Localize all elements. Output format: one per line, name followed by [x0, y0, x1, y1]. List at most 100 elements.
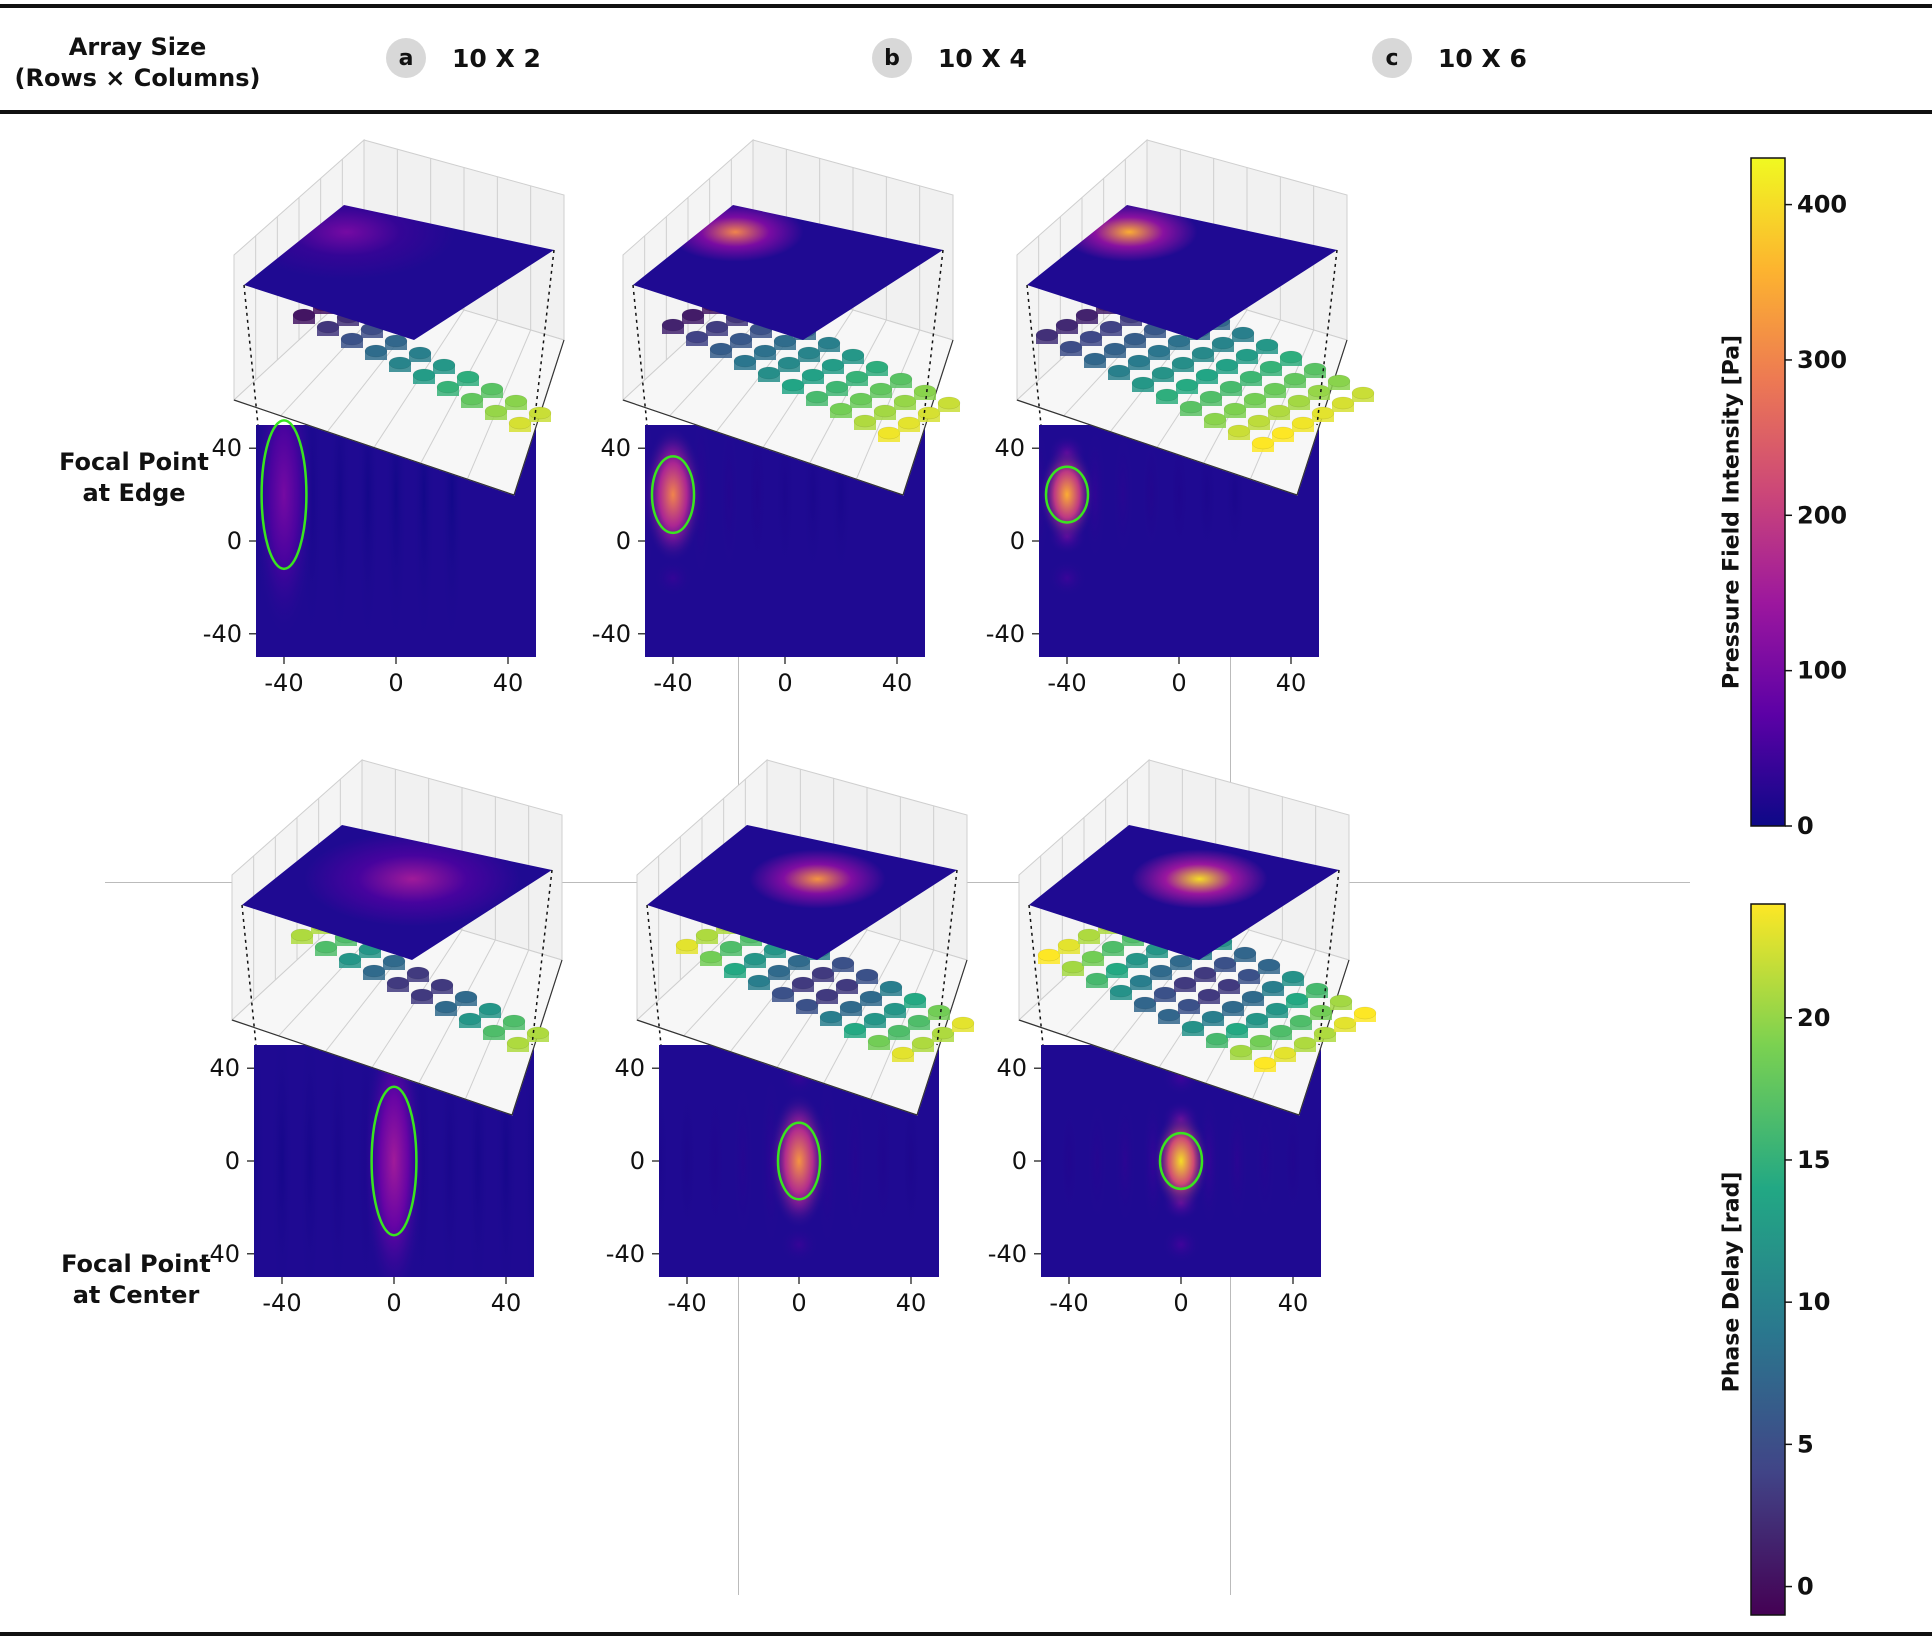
colorbar-1-tick-label: 0 — [1797, 1573, 1814, 1601]
transducer-element — [911, 1036, 935, 1050]
transducer-element — [1101, 940, 1125, 954]
transducer-element — [879, 980, 903, 994]
transducer-element — [456, 370, 480, 384]
transducer-element — [839, 1000, 863, 1014]
x-tick-label: 0 — [777, 669, 792, 697]
transducer-element — [1303, 362, 1327, 376]
transducer-element — [1293, 1036, 1317, 1050]
pressure-plane — [647, 825, 957, 960]
x-tick-label: -40 — [667, 1289, 706, 1317]
transducer-element — [1149, 964, 1173, 978]
projection-line-right — [531, 869, 553, 1046]
axes3d-gridline — [1251, 949, 1317, 1100]
side-lobe — [356, 425, 380, 657]
panel-badge-b: b — [872, 38, 912, 78]
transducer-element — [1059, 340, 1083, 354]
transducer-element — [364, 344, 388, 358]
transducer-element — [388, 356, 412, 370]
side-lobe-vertical — [1047, 559, 1087, 597]
transducer-array — [1037, 898, 1377, 1072]
transducer-element — [747, 974, 771, 988]
y-tick-label: -40 — [203, 620, 242, 648]
transducer-element — [1267, 404, 1291, 418]
transducer-element — [502, 1014, 526, 1028]
transducer-element — [767, 964, 791, 978]
transducer-element — [1305, 982, 1329, 996]
transducer-element — [733, 354, 757, 368]
transducer-element — [1081, 950, 1105, 964]
side-lobe — [1113, 1091, 1137, 1231]
pressure-plane — [242, 825, 552, 960]
focal-region-ellipse — [650, 455, 696, 535]
pressure-plane — [244, 205, 554, 340]
transducer-element — [1079, 330, 1103, 344]
transducer-element — [1247, 414, 1271, 428]
transducer-element — [931, 1026, 955, 1040]
transducer-element — [482, 1024, 506, 1038]
transducer-element — [869, 382, 893, 396]
axes3d-axis — [1016, 399, 1298, 496]
transducer-element — [1331, 396, 1355, 410]
transducer-element — [1199, 390, 1223, 404]
transducer-array — [675, 908, 975, 1062]
x-tick-label: 40 — [896, 1289, 927, 1317]
transducer-element — [1133, 996, 1157, 1010]
side-lobe — [189, 332, 211, 657]
transducer-element — [817, 336, 841, 350]
side-lobe — [522, 1045, 534, 1277]
side-lobe — [871, 1068, 895, 1254]
transducer-element — [338, 952, 362, 966]
transducer-element — [845, 370, 869, 384]
transducer-element — [1255, 338, 1279, 352]
projection-line-right — [936, 869, 958, 1046]
focal-region-ellipse — [370, 1085, 418, 1237]
axes3d-axis — [1018, 1019, 1300, 1116]
side-lobe — [298, 1045, 322, 1277]
transducer-element — [787, 954, 811, 968]
transducer-element — [1061, 960, 1085, 974]
transducer-element — [292, 308, 316, 322]
side-lobe — [1041, 1091, 1053, 1231]
focal-spot — [363, 1045, 425, 1277]
side-lobe — [438, 1045, 462, 1277]
x-tick-label: 0 — [1171, 669, 1186, 697]
transducer-element — [859, 990, 883, 1004]
transducer-element — [314, 940, 338, 954]
transducer-element — [436, 380, 460, 394]
transducer-element — [1109, 984, 1133, 998]
transducer-element — [1055, 318, 1079, 332]
side-lobe — [745, 425, 769, 588]
heatmap-panel-b-center: -40 0 40 40 0 -40 — [606, 758, 975, 1317]
projection-line-right — [922, 249, 944, 426]
heatmap-panel-a-edge: -40 0 40 40 0 -40 — [189, 138, 565, 697]
colorbar-0-tick-label: 0 — [1797, 812, 1814, 840]
transducer-element — [811, 966, 835, 980]
transducer-element — [1261, 980, 1285, 994]
y-tick-label: 40 — [614, 1054, 645, 1082]
transducer-element — [1217, 978, 1241, 992]
transducer-element — [484, 404, 508, 418]
row-label-edge-line2: at Edge — [82, 479, 186, 507]
transducer-element — [362, 964, 386, 978]
side-lobe — [328, 425, 352, 657]
transducer-element — [801, 368, 825, 382]
transducer-element — [825, 380, 849, 394]
panel-label-a: a 10 X 2 — [386, 38, 541, 78]
transducer-element — [460, 392, 484, 406]
side-lobe — [1338, 1091, 1360, 1230]
transducer-element — [791, 976, 815, 990]
transducer-element — [1211, 336, 1235, 350]
transducer-element — [1151, 366, 1175, 380]
side-lobe — [1167, 425, 1191, 565]
transducer-element — [480, 382, 504, 396]
transducer-element — [795, 998, 819, 1012]
transducer-element — [815, 988, 839, 1002]
axes3d-gridline — [464, 949, 530, 1100]
transducer-element — [821, 358, 845, 372]
transducer-element — [1307, 384, 1331, 398]
transducer-element — [1329, 994, 1353, 1008]
y-tick-label: 40 — [994, 434, 1025, 462]
transducer-element — [1313, 1026, 1337, 1040]
x-tick-label: 0 — [386, 1289, 401, 1317]
